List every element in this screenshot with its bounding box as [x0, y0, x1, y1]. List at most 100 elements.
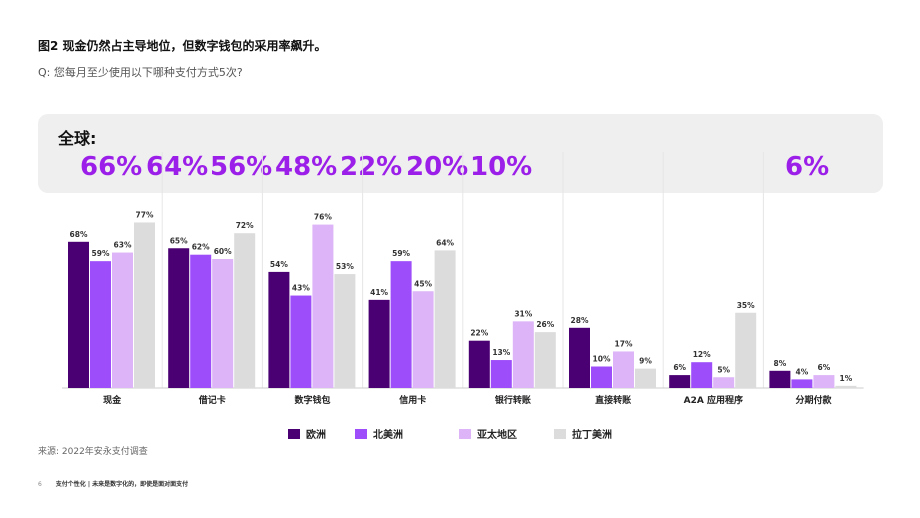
bar-value-label: 35%: [737, 301, 755, 310]
global-value-installments: 6%: [785, 152, 830, 182]
bar: [412, 291, 434, 388]
global-value-bank-transfer: 22%: [340, 152, 403, 182]
bar: [90, 261, 111, 388]
page-footer: 6 支付个性化 | 未来是数字化的，即使是面对面支付: [38, 479, 188, 488]
bar-value-label: 53%: [336, 262, 354, 271]
bar-value-label: 31%: [514, 309, 532, 318]
bar: [334, 274, 356, 388]
bar: [212, 259, 234, 388]
bar-value-label: 12%: [693, 350, 711, 359]
bar-value-label: 59%: [392, 249, 410, 258]
bar: [390, 261, 412, 388]
legend-item-latam: 拉丁美洲: [554, 426, 612, 441]
bar-value-label: 65%: [170, 236, 188, 245]
bar: [835, 385, 857, 388]
category-label: 银行转账: [495, 394, 531, 406]
footer-text: 支付个性化 | 未来是数字化的，即使是面对面支付: [55, 481, 189, 488]
bar: [691, 362, 713, 388]
legend-item-europe: 欧洲: [288, 426, 326, 441]
global-summary-panel: [38, 114, 883, 193]
bar-value-label: 72%: [236, 221, 254, 230]
bar: [290, 295, 312, 388]
bar: [534, 332, 556, 388]
bar-value-label: 64%: [436, 238, 454, 247]
bar: [669, 375, 691, 388]
bar-value-label: 62%: [192, 243, 210, 252]
legend-swatch: [288, 428, 300, 439]
global-value-debit: 64%: [146, 152, 209, 182]
bar-value-label: 8%: [774, 359, 787, 368]
bar: [512, 321, 534, 388]
bar-value-label: 22%: [470, 329, 488, 338]
bar: [112, 252, 133, 388]
bar: [468, 340, 490, 388]
figure-title: 图2 现金仍然占主导地位，但数字钱包的采用率飙升。: [38, 39, 327, 53]
bar: [234, 233, 256, 388]
legend-label: 亚太地区: [477, 430, 517, 441]
bar: [190, 254, 212, 388]
bar: [769, 370, 791, 388]
bar-value-label: 63%: [114, 241, 132, 250]
bar: [735, 312, 757, 388]
bar-value-label: 59%: [92, 249, 110, 258]
bar-value-label: 4%: [796, 367, 809, 376]
bar: [268, 271, 290, 388]
legend-item-north-america: 北美洲: [355, 426, 403, 441]
bar: [168, 248, 190, 388]
bar-value-label: 77%: [136, 210, 154, 219]
category-label: 分期付款: [795, 394, 832, 406]
bar: [434, 250, 456, 388]
bar: [134, 222, 155, 388]
bar: [68, 241, 89, 388]
survey-question: Q: 您每月至少使用以下哪种支付方式5次?: [38, 66, 243, 79]
bar-value-label: 6%: [818, 363, 831, 372]
legend-swatch: [554, 428, 566, 439]
bar-value-label: 1%: [840, 374, 853, 383]
category-label: 直接转账: [595, 394, 631, 406]
bar: [569, 327, 590, 388]
category-label: 信用卡: [399, 394, 426, 406]
bar-value-label: 76%: [314, 213, 332, 222]
bar: [791, 379, 813, 388]
global-value-a2a: 10%: [470, 152, 533, 182]
legend-label: 欧洲: [306, 430, 326, 441]
category-label: A2A 应用程序: [684, 394, 743, 406]
global-value-direct-transfer: 20%: [406, 152, 469, 182]
bar-value-label: 60%: [214, 247, 232, 256]
bar: [490, 360, 512, 388]
category-label: 借记卡: [198, 394, 226, 406]
bar-value-label: 17%: [615, 339, 633, 348]
bar: [635, 368, 656, 388]
bar-value-label: 45%: [414, 279, 432, 288]
bar-value-label: 43%: [292, 284, 310, 293]
bar: [813, 375, 835, 388]
bar: [312, 224, 334, 388]
legend-swatch: [355, 428, 367, 439]
global-label: 全球:: [58, 129, 97, 148]
bar-value-label: 54%: [270, 260, 288, 269]
page-number: 6: [38, 481, 42, 488]
legend-item-apac: 亚太地区: [459, 426, 517, 441]
bar-value-label: 5%: [717, 365, 730, 374]
global-value-cash: 66%: [80, 152, 143, 182]
bar-value-label: 28%: [571, 316, 589, 325]
category-label: 数字钱包: [294, 394, 330, 406]
bar-value-label: 9%: [639, 357, 652, 366]
bar: [368, 299, 390, 388]
bar: [591, 366, 612, 388]
bar-value-label: 26%: [536, 320, 554, 329]
global-value-wallet: 56%: [210, 152, 273, 182]
bar: [613, 351, 634, 388]
legend-label: 拉丁美洲: [572, 430, 612, 441]
bar-value-label: 6%: [673, 363, 686, 372]
legend-swatch: [459, 428, 471, 439]
bar-value-label: 41%: [370, 288, 388, 297]
category-label: 现金: [103, 394, 122, 406]
source-note: 来源: 2022年安永支付调查: [38, 447, 148, 457]
bar: [713, 377, 735, 388]
bar-value-label: 68%: [70, 230, 88, 239]
bar-value-label: 13%: [492, 348, 510, 357]
bar-value-label: 10%: [593, 355, 611, 364]
legend-label: 北美洲: [373, 430, 403, 441]
